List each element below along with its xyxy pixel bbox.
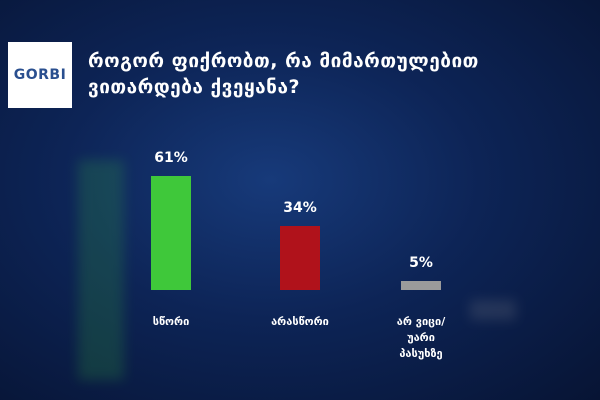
category-label: არასწორი: [271, 315, 329, 328]
bar: [280, 226, 320, 290]
chart-title: როგორ ფიქრობთ, რა მიმართულებით ვითარდება…: [88, 50, 479, 98]
background-blur: [470, 300, 516, 320]
background-blur: [78, 160, 124, 380]
bar: [401, 280, 441, 290]
bar: [151, 175, 191, 290]
category-label: არ ვიცი/ უარი პასუხზე: [396, 315, 446, 360]
category-label: სწორი: [152, 315, 190, 328]
logo-text: GORBI: [13, 67, 67, 83]
value-label: 5%: [409, 254, 433, 271]
logo: GORBI: [8, 42, 72, 108]
value-label: 34%: [283, 200, 317, 217]
value-label: 61%: [154, 149, 188, 166]
